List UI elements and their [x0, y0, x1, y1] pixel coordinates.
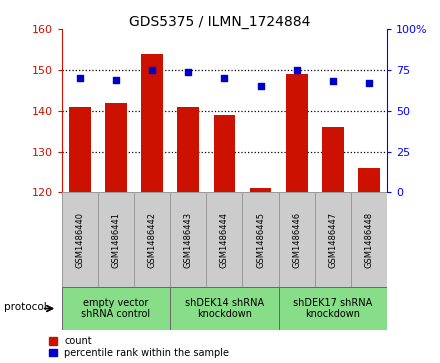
Bar: [206, 192, 242, 287]
Bar: [286, 74, 308, 192]
Legend: count, percentile rank within the sample: count, percentile rank within the sample: [49, 336, 229, 358]
Text: shDEK14 shRNA
knockdown: shDEK14 shRNA knockdown: [185, 298, 264, 319]
Text: empty vector
shRNA control: empty vector shRNA control: [81, 298, 150, 319]
Bar: [250, 188, 271, 192]
Text: shDEK17 shRNA
knockdown: shDEK17 shRNA knockdown: [293, 298, 373, 319]
Point: [112, 77, 119, 82]
Bar: [105, 102, 127, 192]
Point: [293, 67, 300, 73]
Bar: [322, 127, 344, 192]
Point: [221, 75, 228, 81]
Text: GSM1486443: GSM1486443: [184, 212, 193, 268]
Bar: [358, 168, 380, 192]
Bar: [242, 192, 279, 287]
Point: [149, 67, 156, 73]
Bar: [134, 192, 170, 287]
Point: [257, 83, 264, 89]
Bar: [98, 192, 134, 287]
Text: protocol: protocol: [4, 302, 47, 312]
Text: GSM1486442: GSM1486442: [147, 212, 157, 268]
Text: GSM1486440: GSM1486440: [75, 212, 84, 268]
Point: [366, 80, 373, 86]
Bar: [279, 192, 315, 287]
Text: GSM1486448: GSM1486448: [365, 212, 374, 268]
Text: GSM1486445: GSM1486445: [256, 212, 265, 268]
Point: [76, 75, 83, 81]
Bar: [177, 107, 199, 192]
Bar: [62, 287, 170, 330]
Point: [330, 78, 337, 84]
Text: GSM1486441: GSM1486441: [111, 212, 121, 268]
Text: GSM1486444: GSM1486444: [220, 212, 229, 268]
Bar: [351, 192, 387, 287]
Text: GSM1486446: GSM1486446: [292, 212, 301, 268]
Text: GSM1486447: GSM1486447: [328, 212, 337, 268]
Bar: [213, 115, 235, 192]
Text: GDS5375 / ILMN_1724884: GDS5375 / ILMN_1724884: [129, 15, 311, 29]
Bar: [279, 287, 387, 330]
Point: [185, 69, 192, 74]
Bar: [315, 192, 351, 287]
Bar: [141, 54, 163, 192]
Bar: [170, 192, 206, 287]
Bar: [62, 192, 98, 287]
Bar: [170, 287, 279, 330]
Bar: [69, 107, 91, 192]
